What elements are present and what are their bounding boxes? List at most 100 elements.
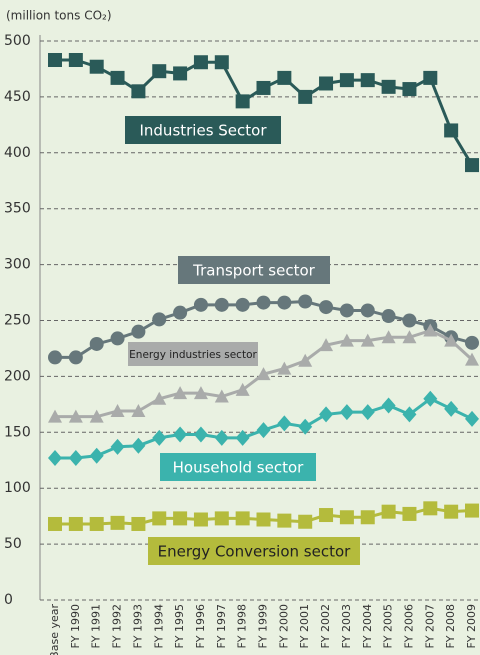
- marker: [277, 513, 292, 528]
- marker: [298, 294, 313, 309]
- marker: [152, 511, 167, 526]
- x-tick-label: Base year: [48, 604, 61, 655]
- marker: [110, 438, 125, 455]
- marker: [319, 300, 334, 315]
- marker: [193, 512, 208, 527]
- marker: [131, 404, 146, 418]
- x-tick-label: FY 1999: [257, 604, 270, 649]
- y-tick-label: 200: [4, 368, 31, 384]
- y-tick-label: 150: [4, 424, 31, 440]
- marker: [48, 350, 62, 365]
- marker: [319, 76, 334, 91]
- marker: [193, 426, 208, 443]
- marker: [68, 450, 83, 467]
- marker: [360, 333, 375, 347]
- series-label-box: [160, 453, 316, 481]
- marker: [235, 511, 250, 526]
- marker: [48, 409, 62, 423]
- marker: [277, 295, 292, 310]
- marker: [444, 504, 459, 519]
- marker: [256, 80, 271, 95]
- series-label: Energy industries sector: [129, 349, 257, 361]
- marker: [444, 123, 459, 138]
- marker: [89, 447, 104, 464]
- x-tick-label: FY 1990: [69, 604, 82, 649]
- marker: [381, 309, 396, 324]
- marker: [110, 331, 125, 346]
- marker: [235, 382, 250, 396]
- x-tick-label: FY 2000: [277, 604, 290, 649]
- marker: [48, 450, 62, 467]
- marker: [319, 338, 334, 352]
- x-tick-label: FY 2004: [361, 604, 374, 649]
- marker: [402, 506, 417, 521]
- marker: [152, 312, 167, 327]
- x-tick-label: FY 1995: [173, 604, 186, 649]
- marker: [339, 333, 354, 347]
- marker: [152, 391, 167, 405]
- marker: [152, 64, 167, 79]
- x-tick-label: FY 1997: [215, 604, 228, 649]
- marker: [193, 55, 208, 70]
- marker: [256, 512, 271, 527]
- marker: [277, 70, 292, 85]
- marker: [214, 55, 229, 70]
- marker: [423, 70, 438, 85]
- marker: [173, 305, 188, 320]
- marker: [68, 350, 83, 365]
- marker: [48, 53, 62, 68]
- marker: [131, 516, 146, 531]
- x-tick-label: FY 2008: [444, 604, 457, 649]
- y-tick-label: 350: [4, 201, 31, 217]
- x-tick-label: FY 1992: [111, 604, 124, 649]
- marker: [152, 429, 167, 446]
- marker: [423, 323, 438, 337]
- marker: [110, 515, 125, 530]
- marker: [402, 406, 417, 423]
- marker: [68, 409, 83, 423]
- series-label: Transport sector: [192, 262, 316, 280]
- marker: [298, 353, 313, 367]
- y-tick-label: 300: [4, 257, 31, 273]
- marker: [89, 59, 104, 74]
- marker: [465, 158, 479, 173]
- marker: [381, 504, 396, 519]
- marker: [110, 70, 125, 85]
- x-tick-label: FY 1991: [90, 604, 103, 649]
- y-tick-label: 50: [4, 536, 22, 552]
- marker: [465, 352, 479, 366]
- x-tick-label: FY 1996: [194, 604, 207, 649]
- series-label: Household sector: [173, 459, 304, 477]
- marker: [402, 330, 417, 344]
- series-label: Industries Sector: [139, 122, 267, 140]
- marker: [173, 66, 188, 81]
- series-label-box: [125, 116, 281, 144]
- marker: [319, 406, 334, 423]
- marker: [89, 409, 104, 423]
- marker: [444, 400, 459, 417]
- marker: [131, 437, 146, 454]
- marker: [277, 415, 292, 432]
- x-tick-label: FY 2005: [382, 604, 395, 649]
- marker: [381, 330, 396, 344]
- series-label-box: [128, 342, 258, 366]
- marker: [339, 510, 354, 525]
- marker: [465, 410, 479, 427]
- y-tick-label: 100: [4, 480, 31, 496]
- marker: [173, 386, 188, 400]
- marker: [193, 297, 208, 312]
- series-label-box: [178, 256, 330, 284]
- marker: [360, 404, 375, 421]
- marker: [256, 367, 271, 381]
- marker: [131, 324, 146, 339]
- marker: [110, 404, 125, 418]
- marker: [465, 335, 479, 350]
- marker: [235, 297, 250, 312]
- marker: [173, 426, 188, 443]
- x-tick-label: FY 2002: [319, 604, 332, 649]
- y-tick-label: 400: [4, 145, 31, 161]
- x-tick-label: FY 2007: [423, 604, 436, 649]
- marker: [173, 511, 188, 526]
- y-tick-label: 500: [4, 33, 31, 49]
